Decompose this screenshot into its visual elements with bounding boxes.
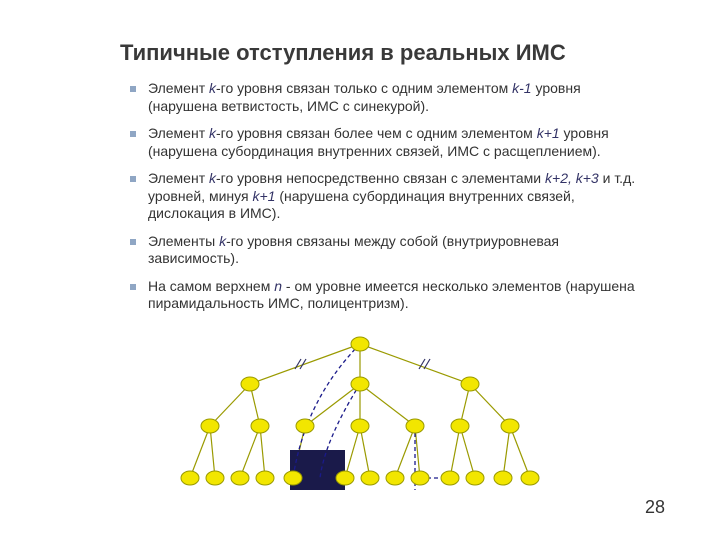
bullet-item: Элемент k-го уровня связан только с одни… (130, 80, 640, 115)
bullet-item: Элемент k-го уровня связан более чем с о… (130, 125, 640, 160)
tree-diagram (165, 330, 555, 510)
bullet-text: -го уровня связан более чем с одним элем… (216, 125, 537, 141)
bullet-item: Элементы k-го уровня связаны между собой… (130, 233, 640, 268)
bullet-text: -го уровня связан только с одним элемент… (216, 80, 512, 96)
bullet-text: На самом верхнем (148, 278, 274, 294)
italic-var: k (209, 125, 216, 141)
italic-var: k+1 (252, 188, 275, 204)
italic-var: k+1 (537, 125, 560, 141)
italic-var: n (274, 278, 282, 294)
bullet-list: Элемент k-го уровня связан только с одни… (130, 80, 640, 313)
tree-svg (165, 330, 555, 510)
bullet-text: Элемент (148, 125, 209, 141)
italic-var: k (209, 80, 216, 96)
italic-var: k-1 (512, 80, 531, 96)
italic-var: k (209, 170, 216, 186)
bullet-item: Элемент k-го уровня непосредственно связ… (130, 170, 640, 223)
slide-title: Типичные отступления в реальных ИМС (120, 40, 660, 66)
italic-var: k+2, k+3 (545, 170, 599, 186)
italic-var: k (219, 233, 226, 249)
bullet-text: Элемент (148, 170, 209, 186)
bullet-item: На самом верхнем n - ом уровне имеется н… (130, 278, 640, 313)
bullet-text: -го уровня непосредственно связан с элем… (216, 170, 545, 186)
slide: Типичные отступления в реальных ИМС Элем… (0, 0, 720, 540)
bullet-text: Элементы (148, 233, 219, 249)
bullet-text: Элемент (148, 80, 209, 96)
page-number: 28 (645, 497, 665, 518)
